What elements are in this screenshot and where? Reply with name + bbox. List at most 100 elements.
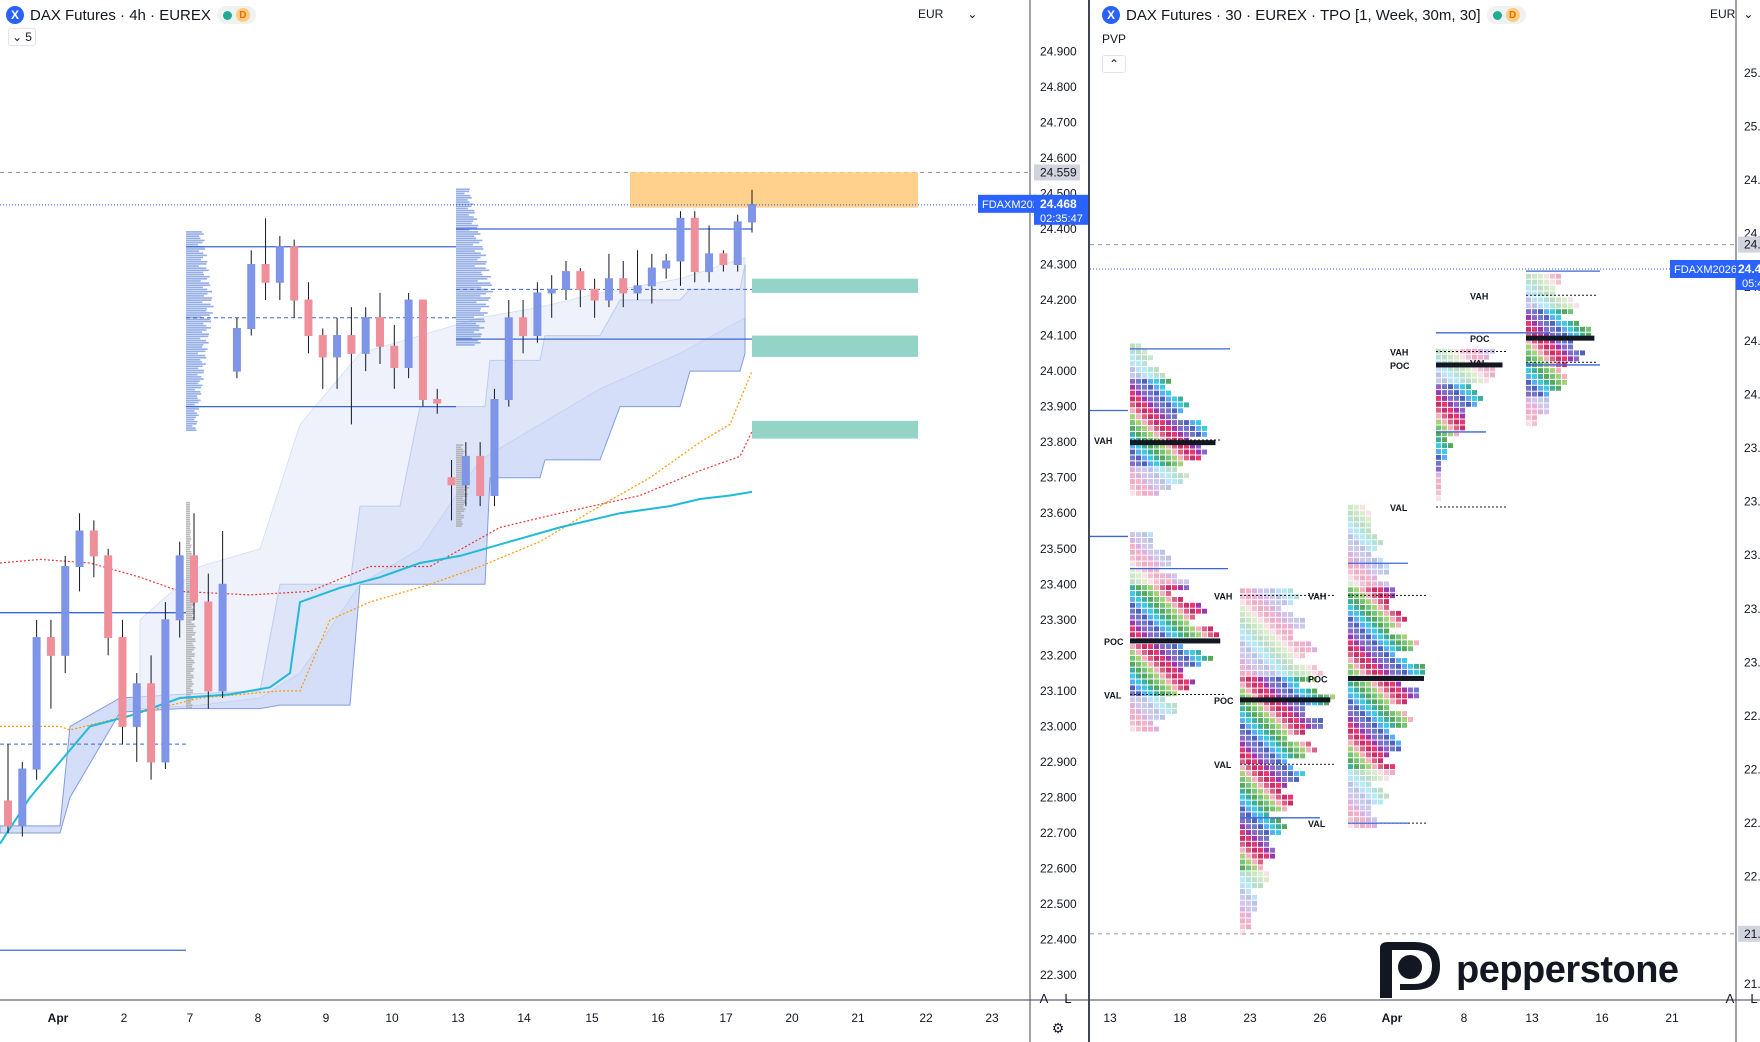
tpo-cell [1240,747,1245,753]
tpo-cell [1252,830,1257,835]
tpo-cell [1390,646,1395,652]
tpo-cell [1142,585,1147,591]
chevron-up-icon: ⌃ [1108,57,1120,71]
tpo-cell [1372,746,1377,752]
tpo-cell [1408,640,1413,646]
tpo-cell [1246,588,1251,594]
tpo-cell [1160,455,1165,461]
tpo-cell [1270,741,1275,747]
indicator-collapse-button[interactable]: ⌄ 5 [8,28,36,46]
auto-scale-button[interactable]: A [1039,990,1049,1006]
tpo-cell [1414,640,1419,646]
tpo-cell [1258,841,1263,847]
tpo-cell [1390,640,1395,646]
volume-profile-bar [186,348,208,350]
tpo-cell [1568,332,1573,338]
right-chart-header[interactable]: X DAX Futures · 30 · EUREX · TPO [1, Wee… [1102,6,1526,24]
tpo-cell [1550,379,1555,385]
tpo-cell [1300,700,1305,706]
tpo-cell [1258,759,1263,765]
pvp-indicator-label[interactable]: PVP [1102,32,1127,46]
tpo-cell [1360,587,1365,593]
tpo-cell [1442,390,1447,395]
tpo-cell [1160,408,1165,414]
tpo-cell [1348,616,1353,622]
log-scale-button[interactable]: L [1750,990,1758,1006]
tpo-cell [1276,676,1281,682]
tpo-cell [1142,679,1147,685]
left-chart-header[interactable]: X DAX Futures · 4h · EUREX D [6,6,256,24]
tpo-cell [1378,628,1383,634]
tpo-cell [1354,740,1359,746]
tpo-cell [1136,378,1141,384]
log-scale-button[interactable]: L [1064,990,1072,1006]
tpo-cell [1580,350,1585,356]
tpo-cell [1282,712,1287,718]
status-badge[interactable]: D [1486,6,1526,24]
candle-body [676,217,685,262]
left-chart-canvas[interactable]: 24.90024.80024.70024.60024.50024.40024.3… [0,0,1088,1042]
tpo-cell [1136,490,1141,496]
tpo-cell [1354,587,1359,593]
left-chart-pane[interactable]: X DAX Futures · 4h · EUREX D ⌄ 5 EUR ⌄ 2… [0,0,1090,1042]
tpo-cell [1276,747,1281,753]
tpo-cell [1136,484,1141,490]
tpo-cell [1396,616,1401,622]
tpo-cell [1354,764,1359,770]
tpo-cell [1166,449,1171,455]
tpo-cell [1246,659,1251,665]
tpo-cell [1246,700,1251,706]
right-chart-pane[interactable]: X DAX Futures · 30 · EUREX · TPO [1, Wee… [1090,0,1760,1042]
tpo-cell [1196,426,1201,431]
left-currency-select[interactable]: EUR ⌄ [918,7,978,21]
poc-label: POC [1104,637,1124,647]
volume-profile-bar [186,535,191,538]
tpo-cell [1166,561,1171,567]
tpo-cell [1396,669,1401,675]
tpo-cell [1178,408,1183,414]
vah-label: VAH [1470,291,1488,301]
right-chart-canvas[interactable]: 25.20025.00024.80024.60024.40024.20024.0… [1090,0,1760,1042]
tpo-cell [1214,632,1219,638]
tpo-cell [1448,384,1453,390]
tpo-cell [1300,718,1305,723]
tpo-cell [1378,569,1383,575]
tpo-cell [1202,626,1207,632]
volume-profile-bar [456,224,479,227]
tpo-cell [1154,490,1159,496]
volume-profile-bar [186,263,207,265]
tpo-cell [1378,681,1383,687]
price-tick-label: 22.700 [1040,826,1077,840]
candle-body [61,566,70,656]
tpo-cell [1390,652,1395,658]
tpo-cell [1366,510,1371,516]
tpo-cell [1142,644,1147,650]
tpo-cell [1372,787,1377,793]
volume-profile-bar [186,429,197,432]
tpo-cell [1252,906,1257,912]
tpo-cell [1348,787,1353,793]
tpo-cell [1264,729,1269,735]
tpo-cell [1130,467,1135,473]
volume-profile-bar [456,282,491,284]
tpo-cell [1136,714,1141,720]
tpo-cell [1178,402,1183,408]
tpo-cell [1378,669,1383,675]
settings-gear-icon[interactable]: ⚙ [1051,1019,1065,1036]
right-currency-select[interactable]: EUR ⌄ [1710,7,1756,21]
tpo-cell [1366,546,1371,551]
volume-profile-bar [186,248,206,250]
collapse-indicators-button[interactable]: ⌃ [1102,55,1126,73]
candle-body [75,530,84,568]
tpo-cell [1264,759,1269,765]
volume-profile-bar [456,305,490,308]
tpo-cell [1574,326,1579,332]
tpo-cell [1436,401,1441,407]
tpo-cell [1252,865,1257,871]
tpo-cell [1184,685,1189,691]
price-tick-label: 24.900 [1040,44,1077,58]
status-badge[interactable]: D [216,6,256,24]
auto-scale-button[interactable]: A [1725,990,1735,1006]
tpo-cell [1282,765,1287,771]
tpo-cell [1550,273,1555,279]
